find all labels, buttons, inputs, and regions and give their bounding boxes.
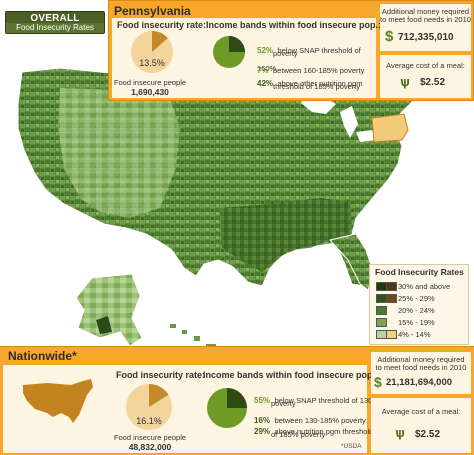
state-money-label-l1: Additional money required: [381, 7, 470, 16]
nation-band-1-text: below SNAP threshold of 130%: [274, 396, 379, 405]
state-band-2: 7% between 160-185% poverty: [257, 60, 373, 78]
legend-label-1: 30% and above: [398, 282, 451, 291]
dollar-sign-icon: $: [385, 28, 394, 45]
nation-people-value: 48,832,000: [128, 442, 172, 452]
state-money-label-l2: to meet food needs in 2010: [380, 15, 471, 24]
state-money-box: Additional money required to meet food n…: [380, 4, 471, 51]
legend-swatch-2b: [386, 294, 397, 303]
overall-tab-title: OVERALL: [30, 13, 80, 24]
state-band-2-text: between 160-185% poverty: [273, 66, 365, 75]
state-info-panel: Pennsylvania Food insecurity rate: 13.5%…: [108, 0, 474, 101]
nation-band-slice-1: [227, 388, 247, 408]
state-band-1: 52% below SNAP threshold of 160%: [257, 40, 373, 76]
state-people-label: Food insecure people: [113, 78, 187, 87]
fork-knife-icon: ѱ: [400, 74, 410, 89]
state-band-3-text-l2: threshold of 185% poverty: [273, 82, 361, 91]
state-meal-label: Average cost of a meal:: [386, 61, 465, 70]
dollar-sign-icon: $: [374, 374, 382, 390]
state-band-1-text: below SNAP threshold of 160%: [257, 46, 361, 73]
legend-title: Food Insecurity Rates: [375, 267, 464, 277]
nation-band-3-text-l2: of 185% poverty: [271, 430, 326, 439]
nation-rate-pie-slice: [149, 384, 169, 407]
nation-bands-pie: [207, 388, 247, 428]
nation-band-1: 55% below SNAP threshold of 130%: [254, 390, 379, 408]
nation-band-1-text-l2: poverty: [271, 399, 296, 408]
state-rate-pie: [131, 31, 173, 73]
nation-band-2-pct: 16%: [254, 416, 271, 425]
legend-swatch-3: [376, 306, 387, 315]
nation-money-box: Additional money required to meet food n…: [371, 352, 471, 394]
nation-money-value: 21,181,694,000: [386, 377, 453, 388]
state-band-3-text: above other nutrition pgm: [277, 79, 363, 88]
south-region: [220, 198, 352, 272]
state-band-1-pct: 52%: [257, 46, 274, 55]
state-people-value: 1,690,430: [131, 87, 169, 97]
state-rate-value: 13.5%: [139, 58, 165, 68]
great-lakes: [300, 96, 376, 142]
nation-band-3-text: above nutrition pgm threshold: [274, 427, 374, 436]
state-band-3: 42% above other nutrition pgm: [257, 73, 373, 91]
overall-tab[interactable]: OVERALL Food Insecurity Rates: [5, 11, 105, 34]
us-silhouette-icon: [23, 379, 93, 423]
legend-swatch-4: [376, 318, 387, 327]
nationwide-panel: Nationwide* Food insecurity rate: 16.1% …: [0, 346, 474, 455]
legend-swatch-1b: [386, 282, 397, 291]
nation-meal-box: Average cost of a meal: ѱ $2.52: [371, 398, 471, 453]
nation-band-1-pct: 55%: [254, 396, 271, 405]
state-meal-box: Average cost of a meal: ѱ $2.52: [380, 55, 471, 98]
alaska[interactable]: [75, 273, 143, 347]
nationwide-title: Nationwide*: [8, 349, 77, 363]
state-band-slice-1: [229, 36, 245, 52]
nation-band-2: 16% between 130-185% poverty: [254, 410, 366, 428]
nation-band-3-pct: 29%: [254, 427, 271, 436]
map-legend: Food Insecurity Rates 30% and above 25% …: [369, 264, 469, 345]
state-bands-pie: [213, 36, 245, 68]
nation-band-3: 29% above nutrition pgm threshold: [254, 421, 373, 439]
legend-label-3: 20% - 24%: [398, 306, 435, 315]
nation-money-label-l2: to meet food needs in 2010: [375, 363, 467, 372]
state-bands-label: Income bands within food insecure pop.:: [206, 20, 382, 30]
nation-bands-label: Income bands within food insecure pop.:: [203, 370, 379, 380]
nation-stats-box: Food insecurity rate: 16.1% Food insecur…: [3, 365, 379, 453]
state-band-2-pct: 7%: [257, 66, 269, 75]
state-stats-box: Food insecurity rate: 13.5% Food insecur…: [112, 18, 381, 98]
legend-swatch-5b: [386, 330, 397, 339]
nation-meal-label: Average cost of a meal:: [381, 407, 461, 416]
nation-money-label-l1: Additional money required: [377, 355, 465, 364]
state-band-1-text-l2: poverty: [273, 49, 298, 58]
nation-rate-pie: [126, 384, 172, 430]
nation-band-2-text: between 130-185% poverty: [274, 416, 366, 425]
state-band-3-pct: 42%: [257, 79, 274, 88]
us-food-insecurity-map[interactable]: [0, 28, 474, 380]
alaska-dark-area: [96, 316, 112, 334]
nation-people-label: Food insecure people: [113, 433, 187, 442]
nation-rate-label: Food insecurity rate:: [116, 370, 206, 380]
pennsylvania-highlight[interactable]: [371, 113, 409, 143]
legend-label-5: 4% - 14%: [398, 330, 431, 339]
state-rate-pie-slice: [152, 31, 168, 52]
state-rate-label: Food insecurity rate:: [117, 20, 207, 30]
nation-rate-value: 16.1%: [136, 416, 162, 426]
nation-meal-value: $2.52: [415, 429, 441, 440]
legend-label-2: 25% - 29%: [398, 294, 435, 303]
overall-tab-subtitle: Food Insecurity Rates: [6, 23, 104, 33]
fork-knife-icon: ѱ: [395, 425, 405, 440]
usda-footnote: *USDA: [341, 443, 362, 450]
state-meal-value: $2.52: [420, 77, 446, 88]
state-money-value: 712,335,010: [398, 32, 454, 43]
west-region: [58, 88, 180, 218]
state-name: Pennsylvania: [114, 4, 191, 18]
legend-label-4: 15% - 19%: [398, 318, 435, 327]
